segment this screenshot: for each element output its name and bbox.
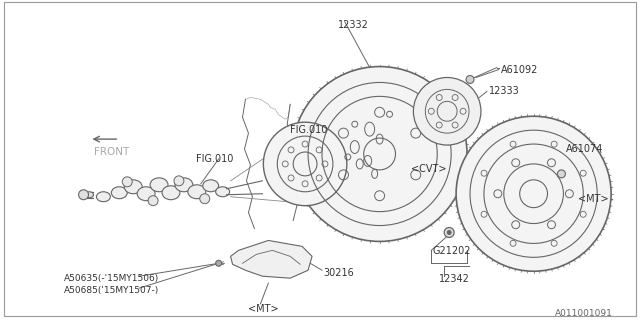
Circle shape (264, 122, 347, 206)
Text: <MT>: <MT> (579, 194, 609, 204)
Circle shape (200, 194, 210, 204)
Text: 12342: 12342 (439, 274, 470, 284)
Text: A50635(-'15MY1506): A50635(-'15MY1506) (63, 274, 159, 283)
Text: FRONT: FRONT (95, 147, 130, 157)
Text: G21202: G21202 (432, 246, 471, 256)
Circle shape (79, 190, 88, 200)
Circle shape (444, 228, 454, 237)
Text: A011001091: A011001091 (554, 309, 612, 318)
Circle shape (292, 67, 467, 241)
Text: <CVT>: <CVT> (412, 164, 447, 174)
Text: <MT>: <MT> (248, 304, 279, 314)
Ellipse shape (175, 178, 193, 192)
Text: A61074: A61074 (566, 144, 604, 154)
Ellipse shape (86, 192, 93, 198)
Circle shape (122, 177, 132, 187)
Circle shape (447, 230, 451, 235)
Circle shape (466, 76, 474, 84)
Circle shape (148, 196, 158, 206)
Ellipse shape (216, 187, 230, 197)
Ellipse shape (150, 178, 168, 192)
Text: A50685('15MY1507-): A50685('15MY1507-) (63, 286, 159, 295)
Ellipse shape (137, 187, 155, 201)
Circle shape (456, 116, 611, 271)
Text: FIG.010: FIG.010 (196, 154, 233, 164)
Ellipse shape (97, 192, 110, 202)
Text: 30216: 30216 (323, 268, 354, 278)
Ellipse shape (162, 186, 180, 200)
Text: 12332: 12332 (338, 20, 369, 30)
Text: A61092: A61092 (501, 65, 538, 75)
Polygon shape (230, 240, 312, 278)
Text: FIG.010: FIG.010 (290, 125, 328, 135)
Circle shape (216, 260, 221, 266)
Text: 12333: 12333 (489, 86, 520, 96)
Circle shape (557, 170, 565, 178)
Circle shape (413, 77, 481, 145)
Ellipse shape (111, 187, 127, 199)
Ellipse shape (203, 180, 219, 192)
Ellipse shape (188, 185, 205, 199)
Circle shape (174, 176, 184, 186)
Ellipse shape (124, 180, 142, 194)
